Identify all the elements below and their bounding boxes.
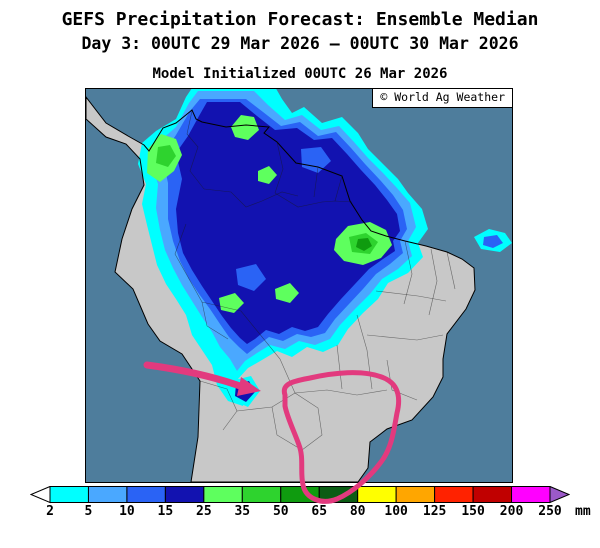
colorbar-tick-2: 2 xyxy=(46,504,54,519)
colorbar-tick-200: 200 xyxy=(499,504,524,519)
colorbar-tick-250: 250 xyxy=(538,504,562,519)
model-init-line: Model Initialized 00UTC 26 Mar 2026 xyxy=(152,66,448,82)
colorbar-legend: 2 5 10 15 25 35 50 65 80 100 125 150 200 250 mm xyxy=(30,486,591,526)
colorbar-unit-label: mm xyxy=(575,504,591,519)
page-title: GEFS Precipitation Forecast: Ensemble Me… xyxy=(61,9,539,30)
colorbar-tick-25: 25 xyxy=(196,504,212,519)
map-svg xyxy=(86,89,512,482)
colorbar-tick-80: 80 xyxy=(349,504,366,519)
colorbar-tick-100: 100 xyxy=(384,504,408,519)
country-borders xyxy=(174,110,456,451)
copyright-label: © World Ag Weather xyxy=(372,89,512,108)
colorbar xyxy=(30,486,575,504)
precipitation-contours xyxy=(138,89,512,407)
coastline xyxy=(86,96,476,482)
colorbar-svg xyxy=(30,486,570,504)
colorbar-tick-125: 125 xyxy=(422,504,447,519)
colorbar-tick-65: 65 xyxy=(311,504,328,519)
colorbar-tick-15: 15 xyxy=(157,504,174,519)
map-panel: © World Ag Weather xyxy=(85,88,513,483)
colorbar-tick-150: 150 xyxy=(461,504,485,519)
colorbar-tick-5: 5 xyxy=(84,504,93,519)
colorbar-tick-50: 50 xyxy=(272,504,289,519)
colorbar-tick-10: 10 xyxy=(119,504,135,519)
page-subtitle: Day 3: 00UTC 29 Mar 2026 — 00UTC 30 Mar … xyxy=(81,34,519,53)
colorbar-tick-35: 35 xyxy=(234,504,251,519)
